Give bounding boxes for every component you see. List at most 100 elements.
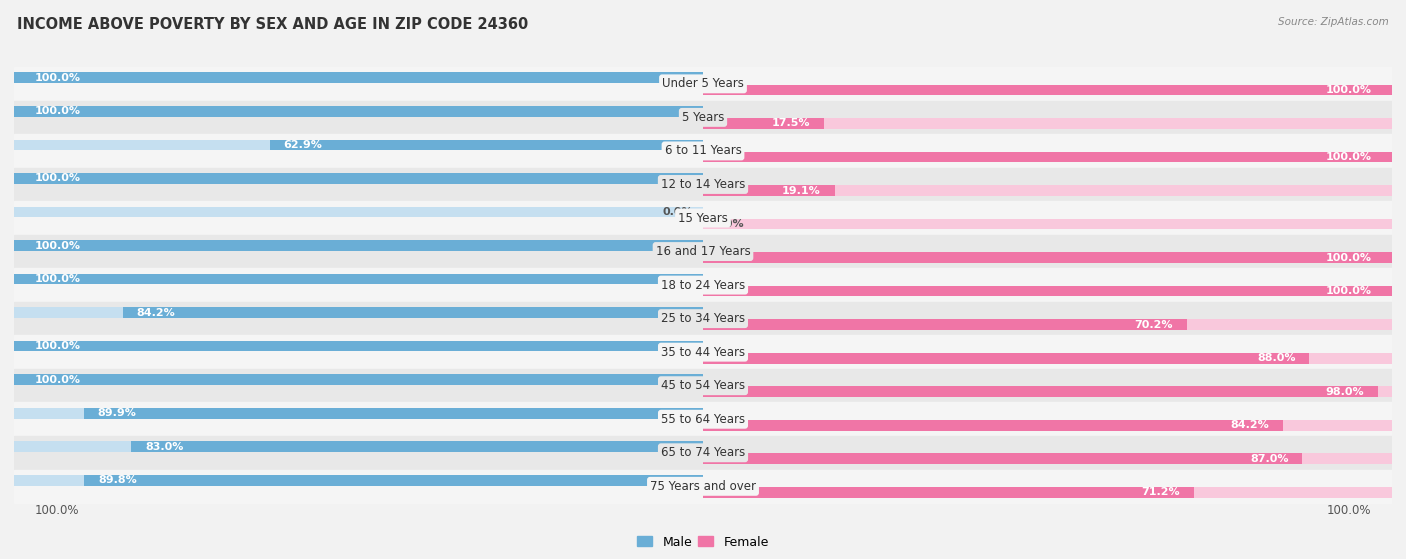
Bar (703, 487, 1194, 498)
Text: 18 to 24 Years: 18 to 24 Years (661, 278, 745, 292)
Text: 89.9%: 89.9% (97, 408, 136, 418)
Text: 100.0%: 100.0% (35, 274, 80, 284)
Text: Under 5 Years: Under 5 Years (662, 77, 744, 91)
Bar (703, 252, 1392, 263)
Bar (703, 420, 1392, 430)
Text: 6 to 11 Years: 6 to 11 Years (665, 144, 741, 158)
Text: 88.0%: 88.0% (1257, 353, 1295, 363)
Text: 100.0%: 100.0% (1326, 85, 1371, 95)
Bar (703, 286, 1392, 296)
Bar (14, 436, 1392, 470)
Bar (703, 319, 1187, 330)
Bar (14, 173, 703, 184)
Bar (14, 268, 1392, 302)
Bar (14, 402, 1392, 436)
Bar (703, 84, 1392, 95)
Text: 100.0%: 100.0% (35, 504, 79, 517)
Bar (14, 375, 703, 385)
Bar (703, 487, 1392, 498)
Text: 70.2%: 70.2% (1135, 320, 1173, 330)
Text: 100.0%: 100.0% (1326, 152, 1371, 162)
Bar (14, 341, 703, 352)
Text: 0.0%: 0.0% (662, 207, 693, 217)
Bar (703, 386, 1392, 397)
Text: 5 Years: 5 Years (682, 111, 724, 124)
Text: 62.9%: 62.9% (284, 140, 322, 150)
Bar (14, 408, 703, 419)
Bar (703, 420, 1284, 430)
Bar (703, 286, 1392, 296)
Bar (703, 453, 1302, 464)
Bar (703, 151, 1392, 162)
Text: 16 and 17 Years: 16 and 17 Years (655, 245, 751, 258)
Text: 84.2%: 84.2% (1230, 420, 1270, 430)
Bar (14, 470, 1392, 503)
Bar (14, 369, 1392, 402)
Legend: Male, Female: Male, Female (633, 530, 773, 553)
Bar (14, 375, 703, 385)
Bar (14, 240, 703, 251)
Text: 45 to 54 Years: 45 to 54 Years (661, 379, 745, 392)
Text: 100.0%: 100.0% (1326, 253, 1371, 263)
Bar (703, 386, 1378, 397)
Text: 17.5%: 17.5% (772, 119, 810, 129)
Text: 15 Years: 15 Years (678, 211, 728, 225)
Bar (14, 73, 703, 83)
Text: 0.0%: 0.0% (713, 219, 744, 229)
Bar (703, 319, 1392, 330)
Bar (14, 106, 703, 117)
Bar (703, 185, 1392, 196)
Bar (14, 307, 703, 318)
Bar (703, 118, 1392, 129)
Text: INCOME ABOVE POVERTY BY SEX AND AGE IN ZIP CODE 24360: INCOME ABOVE POVERTY BY SEX AND AGE IN Z… (17, 17, 529, 32)
Text: Source: ZipAtlas.com: Source: ZipAtlas.com (1278, 17, 1389, 27)
Text: 100.0%: 100.0% (1327, 504, 1371, 517)
Text: 25 to 34 Years: 25 to 34 Years (661, 312, 745, 325)
Bar (14, 207, 703, 217)
Bar (14, 274, 703, 285)
Bar (84, 475, 703, 486)
Bar (270, 140, 703, 150)
Bar (703, 219, 1392, 229)
Bar (14, 173, 703, 184)
Bar (14, 140, 703, 150)
Bar (14, 168, 1392, 201)
Bar (122, 307, 703, 318)
Bar (14, 335, 1392, 369)
Text: 84.2%: 84.2% (136, 307, 176, 318)
Bar (14, 67, 1392, 101)
Bar (703, 353, 1392, 363)
Text: 83.0%: 83.0% (145, 442, 183, 452)
Text: 89.8%: 89.8% (98, 475, 136, 485)
Bar (703, 353, 1309, 363)
Bar (14, 134, 1392, 168)
Bar (703, 151, 1392, 162)
Bar (83, 408, 703, 419)
Text: 100.0%: 100.0% (35, 375, 80, 385)
Text: 75 Years and over: 75 Years and over (650, 480, 756, 493)
Bar (703, 84, 1392, 95)
Bar (14, 73, 703, 83)
Bar (14, 341, 703, 352)
Text: 19.1%: 19.1% (782, 186, 821, 196)
Bar (703, 453, 1392, 464)
Text: 100.0%: 100.0% (35, 73, 80, 83)
Text: 98.0%: 98.0% (1326, 387, 1364, 397)
Text: 65 to 74 Years: 65 to 74 Years (661, 446, 745, 459)
Bar (14, 201, 1392, 235)
Bar (14, 442, 703, 452)
Bar (14, 240, 703, 251)
Text: 100.0%: 100.0% (35, 106, 80, 116)
Bar (14, 274, 703, 285)
Bar (703, 252, 1392, 263)
Bar (14, 235, 1392, 268)
Text: 55 to 64 Years: 55 to 64 Years (661, 413, 745, 426)
Text: 71.2%: 71.2% (1142, 487, 1180, 498)
Text: 100.0%: 100.0% (35, 341, 80, 351)
Bar (703, 118, 824, 129)
Text: 100.0%: 100.0% (1326, 286, 1371, 296)
Text: 100.0%: 100.0% (35, 173, 80, 183)
Bar (131, 442, 703, 452)
Bar (14, 106, 703, 117)
Text: 12 to 14 Years: 12 to 14 Years (661, 178, 745, 191)
